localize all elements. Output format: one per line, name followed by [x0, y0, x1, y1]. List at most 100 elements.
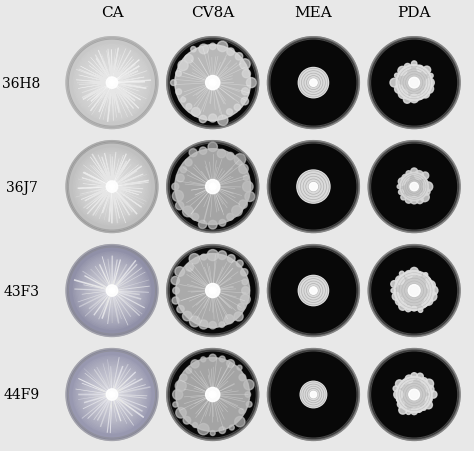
Circle shape — [405, 197, 412, 204]
Circle shape — [418, 308, 423, 313]
Circle shape — [210, 184, 216, 190]
Circle shape — [423, 67, 431, 74]
Text: 43F3: 43F3 — [4, 284, 39, 298]
Text: 36J7: 36J7 — [6, 180, 37, 194]
Circle shape — [192, 214, 199, 221]
Circle shape — [235, 54, 243, 61]
Circle shape — [109, 184, 115, 190]
Circle shape — [411, 62, 417, 67]
Circle shape — [405, 375, 413, 383]
Circle shape — [237, 261, 243, 267]
Circle shape — [391, 281, 398, 288]
Circle shape — [210, 44, 216, 51]
Circle shape — [371, 351, 458, 438]
Circle shape — [234, 105, 240, 111]
Circle shape — [167, 141, 259, 233]
Circle shape — [191, 108, 200, 117]
Circle shape — [210, 431, 215, 436]
Circle shape — [391, 289, 395, 293]
Circle shape — [199, 320, 208, 329]
Circle shape — [206, 387, 220, 402]
Circle shape — [427, 386, 434, 393]
Text: 36H8: 36H8 — [2, 77, 41, 90]
Circle shape — [399, 303, 407, 311]
Circle shape — [416, 197, 423, 204]
Circle shape — [242, 70, 250, 78]
Circle shape — [298, 68, 328, 99]
Circle shape — [172, 297, 179, 304]
Circle shape — [371, 40, 458, 127]
Circle shape — [167, 245, 259, 337]
Circle shape — [417, 66, 423, 73]
Circle shape — [404, 64, 410, 70]
Circle shape — [171, 277, 180, 285]
Circle shape — [409, 78, 419, 89]
Circle shape — [210, 391, 216, 398]
Circle shape — [189, 254, 200, 264]
Text: MEA: MEA — [294, 6, 332, 19]
Circle shape — [109, 392, 115, 397]
Circle shape — [406, 171, 411, 177]
Circle shape — [396, 276, 404, 285]
Circle shape — [422, 303, 427, 307]
Circle shape — [368, 349, 460, 441]
Circle shape — [206, 76, 220, 91]
Circle shape — [398, 90, 408, 99]
Circle shape — [232, 206, 242, 216]
Circle shape — [398, 179, 406, 186]
Circle shape — [175, 202, 184, 210]
Circle shape — [169, 248, 256, 334]
Circle shape — [169, 144, 256, 230]
Circle shape — [219, 220, 226, 227]
Circle shape — [405, 306, 411, 312]
Circle shape — [176, 254, 250, 328]
Circle shape — [239, 374, 246, 381]
Circle shape — [393, 386, 399, 391]
Circle shape — [217, 42, 228, 52]
Circle shape — [242, 280, 248, 285]
Circle shape — [185, 160, 192, 166]
Circle shape — [417, 407, 422, 412]
Circle shape — [400, 272, 404, 276]
Circle shape — [180, 374, 187, 382]
Circle shape — [246, 401, 252, 407]
Circle shape — [201, 254, 207, 260]
Circle shape — [410, 183, 419, 191]
Circle shape — [297, 170, 330, 204]
Circle shape — [176, 358, 250, 432]
Circle shape — [310, 80, 317, 87]
Circle shape — [411, 408, 418, 415]
Circle shape — [189, 149, 197, 157]
Circle shape — [394, 390, 403, 399]
Circle shape — [270, 144, 357, 230]
Circle shape — [394, 271, 434, 311]
Circle shape — [424, 297, 433, 305]
Circle shape — [66, 141, 158, 233]
Circle shape — [399, 190, 403, 195]
Circle shape — [245, 192, 255, 202]
Circle shape — [209, 221, 217, 230]
Circle shape — [173, 191, 183, 202]
Circle shape — [173, 390, 182, 400]
Circle shape — [219, 356, 225, 362]
Circle shape — [423, 189, 430, 196]
Circle shape — [425, 85, 434, 94]
Circle shape — [183, 417, 191, 424]
Circle shape — [396, 65, 432, 101]
Circle shape — [229, 425, 234, 430]
Circle shape — [410, 197, 418, 204]
Circle shape — [267, 349, 359, 441]
Circle shape — [227, 360, 235, 368]
Text: CV8A: CV8A — [191, 6, 234, 19]
Circle shape — [191, 360, 199, 368]
Circle shape — [181, 167, 186, 173]
Circle shape — [395, 298, 403, 306]
Circle shape — [206, 284, 220, 298]
Circle shape — [191, 47, 196, 53]
Circle shape — [425, 401, 432, 409]
Circle shape — [217, 150, 226, 158]
Circle shape — [429, 286, 438, 295]
Circle shape — [390, 79, 399, 88]
Circle shape — [182, 312, 192, 321]
Circle shape — [167, 349, 259, 441]
